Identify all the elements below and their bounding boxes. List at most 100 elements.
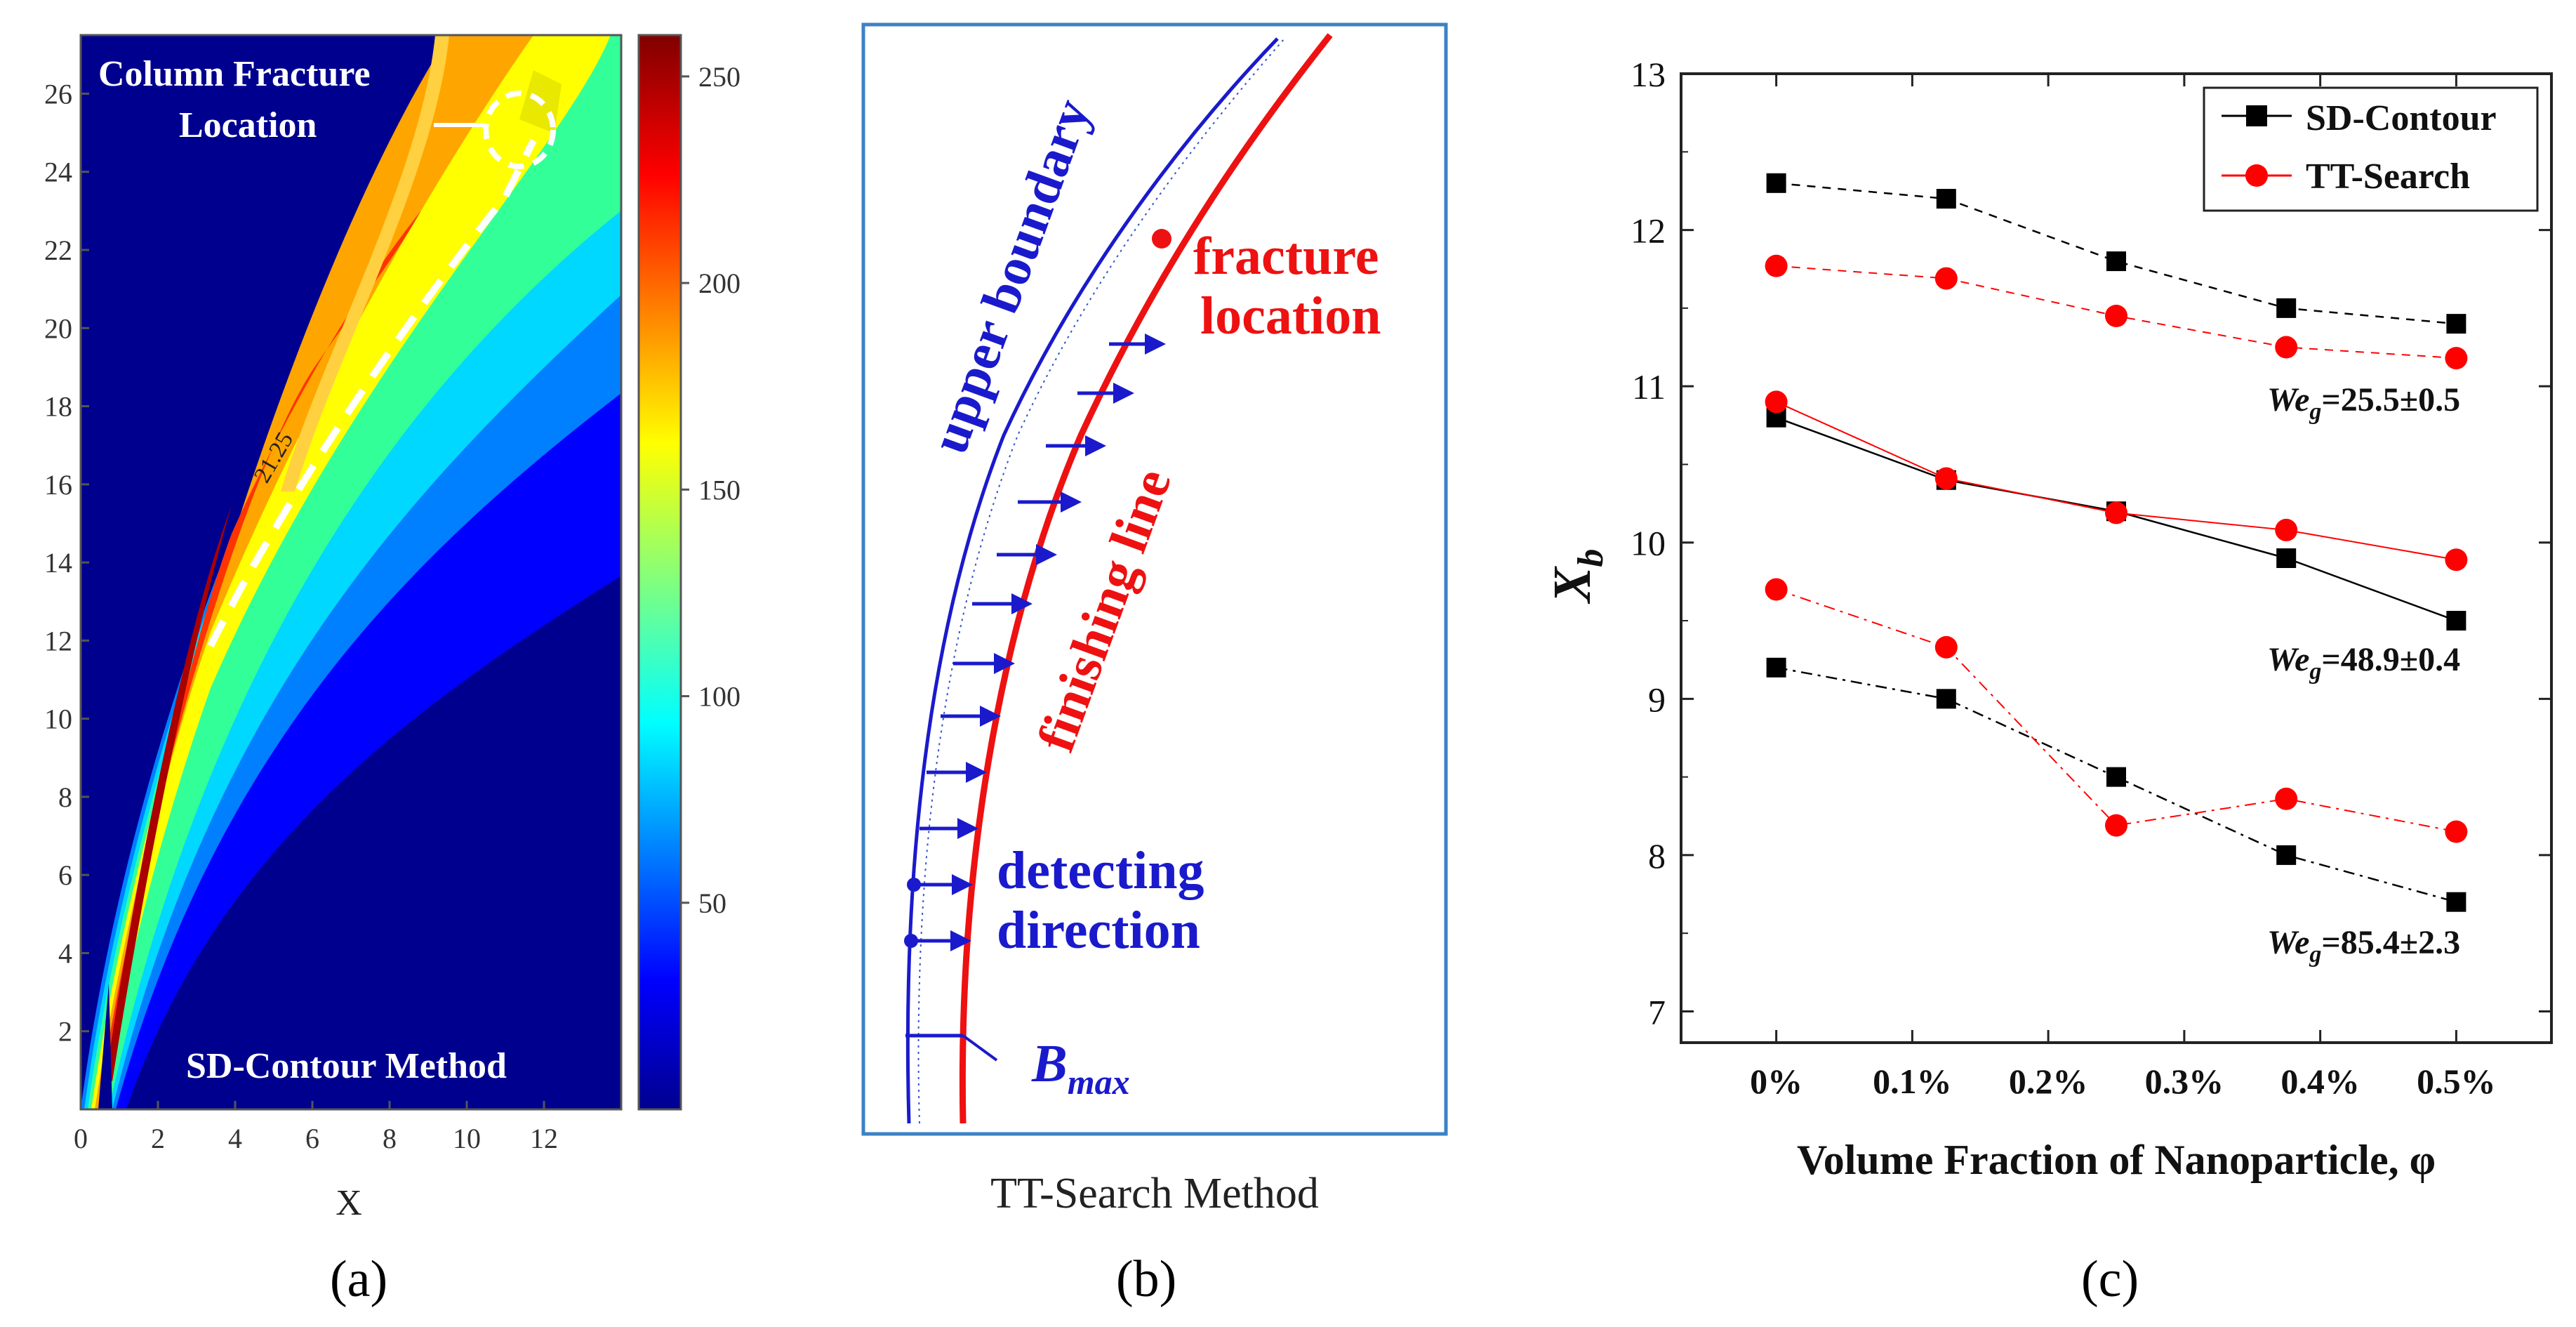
annotation-weg-1: Weg=25.5±0.5 [2267, 381, 2460, 425]
y-tick-a-label: 20 [44, 312, 72, 344]
data-point-tt-search [1934, 267, 1958, 290]
y-tick-a-label: 6 [58, 859, 72, 891]
data-point-tt-search [2445, 820, 2468, 843]
data-point-sd-contour [1936, 689, 1956, 709]
x-tick-c-label: 0.2% [2009, 1062, 2088, 1101]
detecting-label-2: direction [997, 901, 1200, 960]
legend-marker-sd [2246, 105, 2267, 126]
colorbar [637, 34, 682, 1111]
legend-label-sd: SD-Contour [2306, 98, 2497, 138]
plot-c-frame [1680, 72, 2553, 1044]
bmax-pointer [962, 1034, 998, 1062]
contour-map [81, 35, 621, 1109]
data-point-tt-search [1765, 390, 1788, 414]
x-tick-c-label: 0% [1750, 1062, 1802, 1101]
x-tick-c-label: 0.3% [2145, 1062, 2224, 1101]
x-tick-a-label: 12 [530, 1123, 558, 1154]
fracture-label-2: location [1200, 286, 1381, 345]
data-point-tt-search [2445, 548, 2468, 572]
data-point-sd-contour [1936, 189, 1956, 209]
data-point-sd-contour [2106, 767, 2126, 787]
data-point-tt-search [2275, 518, 2298, 541]
panel-b: upper boundary finishing line fracture l… [861, 22, 1448, 1217]
data-point-tt-search [2105, 501, 2127, 524]
y-tick-a-label: 12 [44, 625, 72, 656]
legend: SD-Contour TT-Search [2203, 86, 2539, 212]
xlabel-c: Volume Fraction of Nanoparticle, φ [1797, 1137, 2436, 1183]
xlabel-a: X [336, 1183, 362, 1223]
bmax-label: Bmax [1031, 1034, 1130, 1102]
data-point-tt-search [2275, 787, 2298, 810]
x-tick-a-label: 10 [453, 1123, 481, 1154]
data-point-tt-search [1765, 254, 1788, 277]
legend-marker-tt [2245, 164, 2268, 187]
plot-a-frame [79, 34, 623, 1111]
data-point-tt-search [2105, 305, 2127, 327]
data-point-sd-contour [1766, 657, 1786, 678]
title-a-line2: Location [179, 105, 317, 145]
panel-a-label: (a) [330, 1250, 388, 1308]
data-point-sd-contour [2276, 298, 2297, 318]
colorbar-tick-label: 100 [698, 681, 741, 713]
data-point-tt-search [2275, 336, 2298, 359]
y-tick-a-label: 10 [44, 704, 72, 735]
y-tick-a-label: 14 [44, 547, 72, 579]
series-c [1765, 173, 2468, 912]
data-point-tt-search [1765, 578, 1788, 601]
panel-c-label: (c) [2081, 1250, 2139, 1308]
data-point-sd-contour [2446, 314, 2467, 334]
y-tick-c-label: 7 [1648, 992, 1666, 1031]
panel-a: 21.25 Column Fracture Location SD-Contou… [44, 34, 741, 1223]
data-point-sd-contour [1766, 173, 1786, 193]
annotation-weg-2: Weg=48.9±0.4 [2267, 641, 2460, 685]
method-a-label: SD-Contour Method [186, 1046, 507, 1086]
y-tick-a-label: 24 [44, 157, 72, 188]
ylabel-c: Xb [1543, 549, 1611, 605]
panel-b-frame [861, 22, 1448, 1136]
data-point-tt-search [1934, 635, 1958, 659]
colorbar-tick-label: 250 [698, 61, 741, 93]
x-tick-a-label: 2 [151, 1123, 165, 1154]
colorbar-ticks: 50 100 150 200 250 [681, 61, 741, 919]
data-point-sd-contour [2276, 548, 2297, 568]
panel-b-label: (b) [1116, 1250, 1177, 1308]
fracture-circle [483, 91, 556, 169]
series-line-tt-search [1776, 588, 2457, 833]
panel-c: 7 8 9 10 11 12 13 0% 0.1% 0.2% 0.3% 0.4% 0.5% Volum… [1543, 55, 2553, 1183]
y-tick-c-label: 9 [1648, 680, 1666, 719]
y-tick-a-label: 16 [44, 469, 72, 501]
y-tick-c-label: 8 [1648, 836, 1666, 876]
y-tick-c-label: 13 [1631, 55, 1666, 94]
x-tick-c-label: 0.4% [2280, 1062, 2360, 1101]
detecting-label-1: detecting [997, 841, 1204, 900]
fracture-trace [207, 138, 537, 648]
data-point-sd-contour [2106, 251, 2126, 272]
colorbar-tick-label: 200 [698, 268, 741, 299]
x-tick-c-label: 0.1% [1873, 1062, 1952, 1101]
data-point-tt-search [2105, 814, 2127, 837]
fracture-point [1152, 229, 1171, 249]
data-point-tt-search [1934, 467, 1958, 490]
fracture-label-1: fracture [1193, 227, 1379, 286]
x-tick-a-label: 4 [228, 1123, 242, 1154]
title-a-line1: Column Fracture [98, 54, 371, 94]
x-tick-a-label: 0 [74, 1123, 88, 1154]
x-tick-a-label: 6 [305, 1123, 319, 1154]
x-ticks-a: 0 2 4 6 8 10 12 [74, 1101, 558, 1154]
x-ticks-c: 0% 0.1% 0.2% 0.3% 0.4% 0.5% [1750, 74, 2496, 1101]
data-point-sd-contour [2446, 611, 2467, 631]
y-ticks-c: 7 8 9 10 11 12 13 [1631, 55, 2551, 1031]
legend-label-tt: TT-Search [2306, 157, 2470, 197]
y-tick-a-label: 18 [44, 391, 72, 423]
data-point-tt-search [2445, 347, 2468, 370]
annotation-weg-3: Weg=85.4±2.3 [2267, 924, 2460, 968]
y-tick-a-label: 8 [58, 781, 72, 813]
data-point-sd-contour [2276, 845, 2297, 865]
x-tick-c-label: 0.5% [2417, 1062, 2496, 1101]
colorbar-tick-label: 50 [698, 887, 726, 919]
y-tick-c-label: 10 [1631, 524, 1666, 563]
series-line-sd-contour [1776, 182, 2457, 325]
data-point-sd-contour [2446, 892, 2467, 912]
